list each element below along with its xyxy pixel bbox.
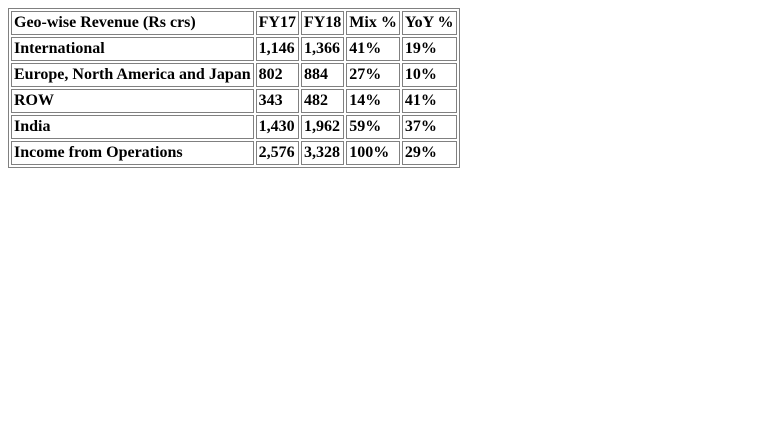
yoy-cell: 41% [401, 89, 457, 113]
yoy-cell: 29% [401, 141, 457, 165]
table-row: Income from Operations 2,576 3,328 100% … [11, 141, 457, 165]
geo-revenue-table: Geo-wise Revenue (Rs crs) FY17 FY18 Mix … [8, 8, 460, 168]
fy18-cell: 3,328 [300, 141, 345, 165]
fy18-cell: 1,366 [300, 37, 345, 61]
region-cell: International [11, 37, 254, 61]
table-row: India 1,430 1,962 59% 37% [11, 115, 457, 139]
header-cell-mix: Mix % [346, 11, 400, 35]
yoy-cell: 10% [401, 63, 457, 87]
fy17-cell: 1,146 [255, 37, 299, 61]
mix-cell: 100% [346, 141, 400, 165]
fy17-cell: 343 [255, 89, 299, 113]
fy18-cell: 884 [300, 63, 345, 87]
mix-cell: 41% [346, 37, 400, 61]
region-cell: India [11, 115, 254, 139]
fy17-cell: 2,576 [255, 141, 299, 165]
mix-cell: 14% [346, 89, 400, 113]
fy17-cell: 802 [255, 63, 299, 87]
region-cell: Europe, North America and Japan [11, 63, 254, 87]
table-row: Europe, North America and Japan 802 884 … [11, 63, 457, 87]
fy18-cell: 482 [300, 89, 345, 113]
header-cell-yoy: YoY % [401, 11, 457, 35]
header-cell-fy17: FY17 [255, 11, 299, 35]
fy18-cell: 1,962 [300, 115, 345, 139]
region-cell: ROW [11, 89, 254, 113]
yoy-cell: 37% [401, 115, 457, 139]
region-cell: Income from Operations [11, 141, 254, 165]
table-row: ROW 343 482 14% 41% [11, 89, 457, 113]
header-cell-fy18: FY18 [300, 11, 345, 35]
header-cell-region: Geo-wise Revenue (Rs crs) [11, 11, 254, 35]
table-header-row: Geo-wise Revenue (Rs crs) FY17 FY18 Mix … [11, 11, 457, 35]
yoy-cell: 19% [401, 37, 457, 61]
mix-cell: 59% [346, 115, 400, 139]
table-row: International 1,146 1,366 41% 19% [11, 37, 457, 61]
fy17-cell: 1,430 [255, 115, 299, 139]
mix-cell: 27% [346, 63, 400, 87]
